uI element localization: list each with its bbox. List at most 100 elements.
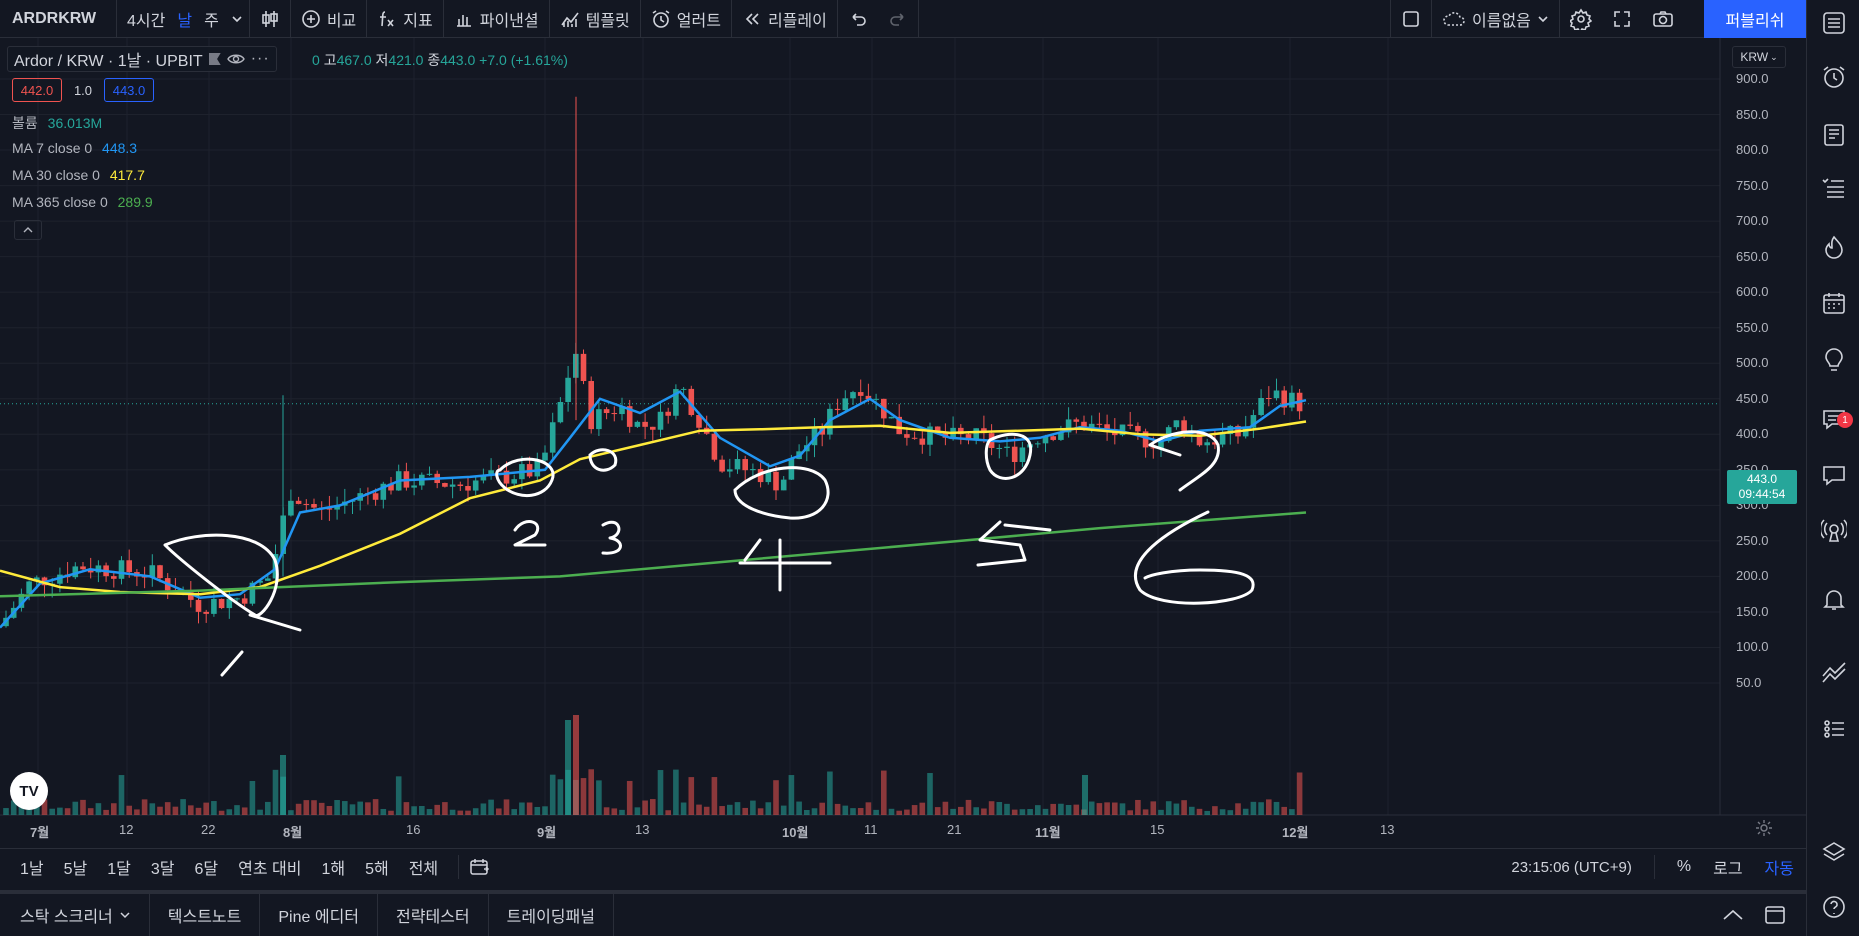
- tab-text-notes[interactable]: 텍스트노트: [150, 894, 261, 936]
- compare-button[interactable]: 비교: [291, 0, 366, 38]
- interval-day[interactable]: 날: [177, 12, 193, 30]
- high-value: 467.0: [336, 52, 372, 68]
- square-icon: [1403, 11, 1419, 27]
- streams-button[interactable]: [1819, 518, 1849, 544]
- candle-body: [218, 598, 225, 609]
- alerts-sidebar-button[interactable]: [1821, 64, 1847, 90]
- ma30-legend[interactable]: MA 30 close 0 417.7: [12, 167, 145, 183]
- templates-button[interactable]: 템플릿: [550, 0, 640, 38]
- tab-pine-editor[interactable]: Pine 에디터: [260, 894, 379, 936]
- replay-button[interactable]: 리플레이: [732, 0, 837, 38]
- range-5d[interactable]: 5날: [63, 860, 88, 878]
- notifications-button[interactable]: [1821, 586, 1847, 612]
- fullscreen-layout-button[interactable]: [1391, 0, 1431, 38]
- flag-icon[interactable]: [208, 53, 221, 65]
- chevron-up-icon[interactable]: [1722, 908, 1744, 922]
- undo-button[interactable]: [838, 0, 878, 38]
- volume-bar: [850, 808, 856, 815]
- volume-legend[interactable]: 볼륨 36.013M: [12, 113, 102, 133]
- log-scale-toggle[interactable]: 로그: [1713, 861, 1743, 878]
- settings-button[interactable]: [1560, 0, 1602, 38]
- volume-bar: [49, 808, 55, 815]
- more-icon[interactable]: ···: [250, 50, 270, 67]
- range-all[interactable]: 전체: [408, 860, 439, 878]
- currency-button[interactable]: KRW ⌄: [1732, 46, 1786, 68]
- candle-body: [1173, 420, 1180, 428]
- volume-bar: [619, 809, 625, 815]
- range-1d[interactable]: 1날: [20, 860, 44, 878]
- auto-scale-toggle[interactable]: 자동: [1764, 861, 1794, 878]
- goto-date-icon[interactable]: [469, 857, 491, 877]
- layout-name-button[interactable]: 이름없음: [1432, 0, 1559, 38]
- tab-label: 스탁 스크리너: [20, 909, 113, 926]
- chart-pane[interactable]: [0, 38, 1806, 818]
- alert-button[interactable]: 얼러트: [641, 0, 731, 38]
- range-6m[interactable]: 6달: [194, 860, 219, 878]
- hotlists-button[interactable]: [1821, 176, 1847, 202]
- chevron-down-icon: [120, 912, 130, 919]
- layers-button[interactable]: [1821, 840, 1847, 866]
- fullscreen-button[interactable]: [1602, 0, 1642, 38]
- publish-button[interactable]: 퍼블리쉬: [1704, 0, 1806, 38]
- data-window-button[interactable]: [1821, 122, 1847, 148]
- calendar-hot-button[interactable]: [1821, 234, 1847, 260]
- volume-bar: [580, 778, 587, 815]
- sell-price-button[interactable]: 442.0: [12, 78, 62, 102]
- price-tick-label: 850.0: [1736, 106, 1769, 122]
- range-1y[interactable]: 1해: [321, 860, 346, 878]
- help-button[interactable]: [1821, 894, 1847, 920]
- volume-bar: [742, 807, 748, 815]
- interval-4h[interactable]: 4시간: [127, 12, 166, 30]
- volume-bar: [449, 809, 456, 815]
- gear-icon[interactable]: [1754, 818, 1774, 838]
- volume-bar: [180, 799, 186, 815]
- messages-button[interactable]: [1821, 462, 1847, 488]
- time-tick-label: 13: [635, 822, 650, 837]
- range-3m[interactable]: 3달: [150, 860, 175, 878]
- replay-label: 리플레이: [767, 12, 827, 30]
- trading-button[interactable]: [1821, 658, 1847, 684]
- range-5y[interactable]: 5해: [365, 860, 389, 878]
- ideas-button[interactable]: [1821, 348, 1847, 374]
- watchlist-button[interactable]: [1821, 10, 1847, 36]
- candle-body: [896, 416, 902, 435]
- tab-strategy-tester[interactable]: 전략테스터: [378, 894, 489, 936]
- calendar-button[interactable]: [1821, 290, 1847, 316]
- tab-stock-screener[interactable]: 스탁 스크리너: [0, 894, 150, 936]
- lightbulb-icon: [1825, 348, 1843, 371]
- tab-trading-panel[interactable]: 트레이딩패널: [489, 894, 614, 936]
- volume-bar: [442, 802, 448, 815]
- maximize-panel-icon[interactable]: [1765, 906, 1785, 924]
- ma7-legend[interactable]: MA 7 close 0 448.3: [12, 140, 137, 156]
- symbol-search[interactable]: ARDRKRW: [12, 9, 97, 27]
- financials-button[interactable]: 파이낸셜: [444, 0, 549, 38]
- volume-bar: [388, 810, 394, 815]
- volume-bar: [434, 804, 440, 815]
- tradingview-logo[interactable]: TV: [10, 772, 48, 810]
- symbol-legend[interactable]: Ardor / KRW · 1날 · UPBIT ···: [7, 46, 277, 72]
- interval-dropdown[interactable]: [225, 0, 249, 38]
- clock[interactable]: 23:15:06 (UTC+9): [1511, 858, 1632, 876]
- range-ytd[interactable]: 연초 대비: [238, 860, 302, 878]
- object-tree-button[interactable]: [1821, 716, 1847, 742]
- indicators-button[interactable]: 지표: [367, 0, 442, 38]
- percent-scale-toggle[interactable]: %: [1676, 858, 1692, 875]
- candle-body: [141, 576, 148, 578]
- volume-bar: [1135, 799, 1141, 815]
- redo-button[interactable]: [878, 0, 918, 38]
- volume-bar: [1281, 806, 1287, 815]
- ma365-legend[interactable]: MA 365 close 0 289.9: [12, 194, 153, 210]
- range-1m[interactable]: 1달: [107, 860, 131, 878]
- buy-price-button[interactable]: 443.0: [104, 78, 154, 102]
- collapse-legend-button[interactable]: [14, 220, 42, 240]
- interval-week[interactable]: 주: [204, 12, 219, 30]
- eye-icon[interactable]: [226, 52, 245, 66]
- snapshot-button[interactable]: [1642, 0, 1684, 38]
- price-chart[interactable]: [0, 38, 1806, 818]
- document-icon: [1824, 124, 1844, 146]
- volume-bar: [911, 805, 918, 815]
- range-bar-right: 23:15:06 (UTC+9) % 로그 자동: [1511, 849, 1794, 885]
- chart-type-button[interactable]: [250, 0, 290, 38]
- volume-bar: [103, 809, 109, 815]
